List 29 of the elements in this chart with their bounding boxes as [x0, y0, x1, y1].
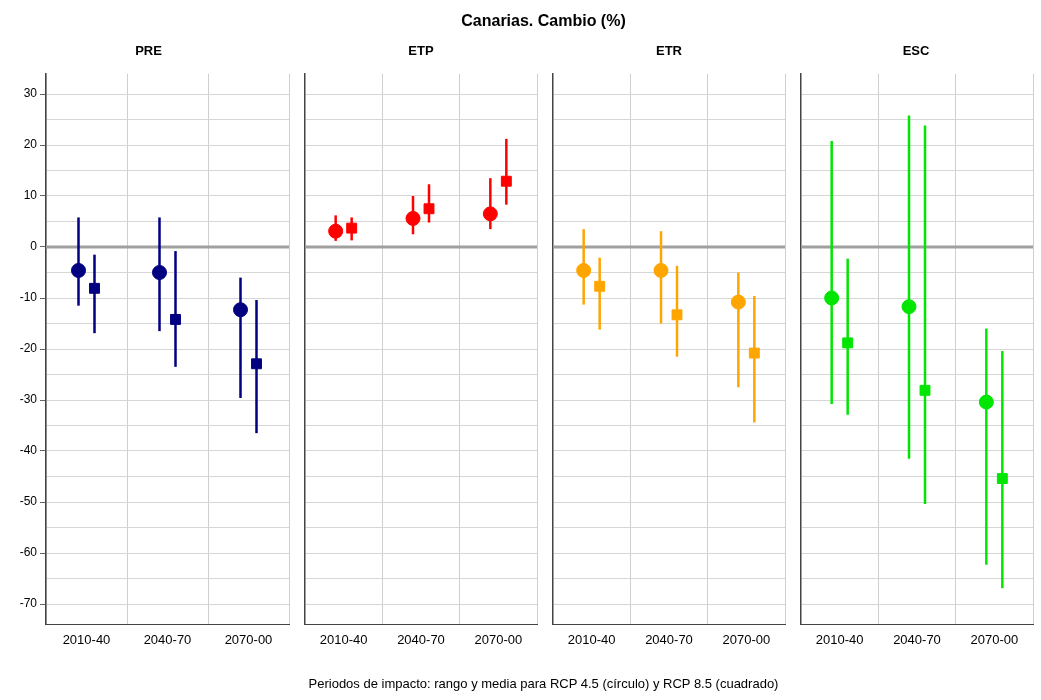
x-tick-label: 2040-70 — [397, 631, 445, 647]
y-tick-label: -10 — [19, 290, 38, 305]
y-tick-label: -50 — [19, 494, 38, 509]
x-tick-label: 2070-00 — [224, 631, 273, 647]
y-tick-label: -70 — [19, 596, 38, 611]
text: Canarias. Cambio (%) — [460, 11, 627, 31]
x-tick-label: 2010-40 — [567, 631, 616, 647]
chart-title: ETR — [656, 43, 683, 59]
text: Periodos de impacto: rango y media para RCP 4.5 (círculo) y RCP 8.5 (cuadrado) — [307, 676, 780, 691]
y-tick-label: -20 — [19, 341, 38, 356]
y-tick-label: -60 — [19, 545, 38, 560]
y-tick-label: 20 — [23, 137, 38, 152]
y-tick-label: 0 — [30, 239, 38, 254]
x-tick-label: 2040-70 — [893, 631, 941, 647]
x-tick-label: 2070-00 — [970, 631, 1019, 647]
x-tick-label: 2040-70 — [143, 631, 192, 647]
y-tick-label: 10 — [23, 188, 38, 203]
chart-title: PRE — [135, 43, 163, 59]
x-tick-label: 2010-40 — [815, 631, 864, 647]
x-tick-label: 2040-70 — [645, 631, 693, 647]
x-tick-label: 2010-40 — [319, 631, 368, 647]
x-tick-label: 2070-00 — [722, 631, 771, 647]
y-tick-label: -40 — [19, 443, 38, 458]
chart-title: ESC — [902, 43, 930, 59]
chart-title: ETP — [408, 43, 434, 59]
x-tick-label: 2010-40 — [62, 631, 111, 647]
y-tick-label: -30 — [19, 392, 38, 407]
y-tick-label: 30 — [23, 86, 38, 101]
x-tick-label: 2070-00 — [474, 631, 523, 647]
